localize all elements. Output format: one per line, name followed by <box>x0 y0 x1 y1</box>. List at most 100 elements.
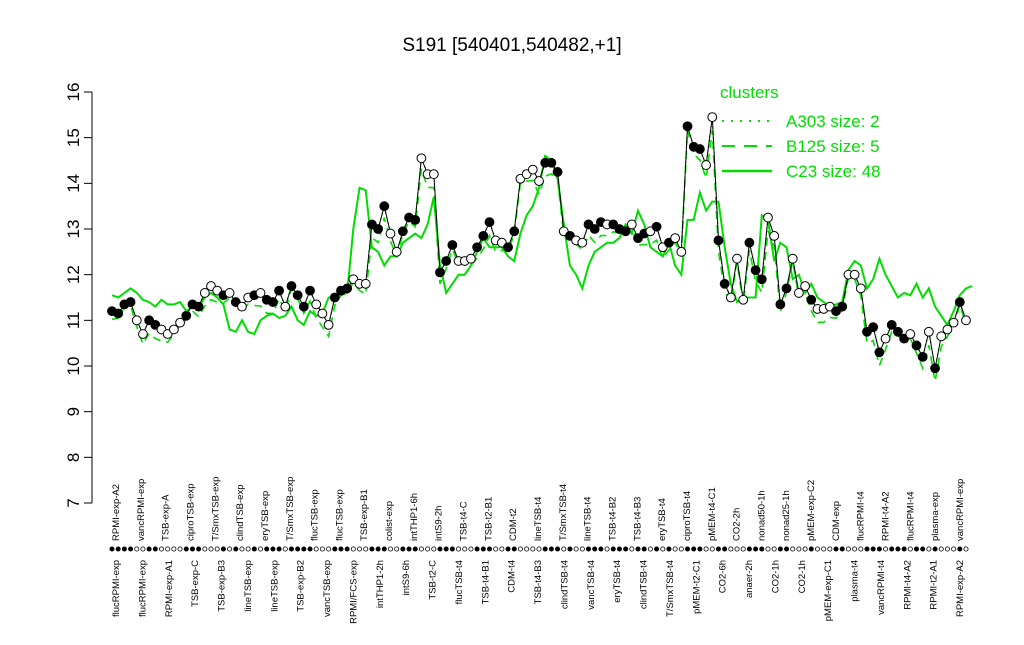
rug-marker <box>753 546 759 552</box>
x-tick-label-bottom: lineTSB-exp <box>269 560 280 612</box>
x-tick-label-top: T/SmxTSB-exp <box>285 477 296 541</box>
rug-marker <box>326 546 332 552</box>
rug-marker <box>641 546 647 552</box>
rug-marker <box>697 546 703 552</box>
rug-marker <box>666 546 672 552</box>
data-point <box>466 253 476 264</box>
rug-marker <box>177 546 183 552</box>
data-point <box>707 112 718 123</box>
data-point <box>651 221 662 232</box>
x-tick-label-bottom: pMEM-t2-C1 <box>691 560 702 614</box>
data-point <box>930 363 940 374</box>
rug-marker <box>691 546 697 552</box>
y-tick-label: 7 <box>64 498 83 507</box>
x-tick-label-bottom: lineTSB-exp <box>243 560 254 612</box>
data-point <box>478 230 489 241</box>
rug-marker <box>685 546 691 552</box>
x-tick-label-top: intS9-2h <box>434 506 445 541</box>
rug-marker <box>592 546 598 552</box>
data-point <box>546 157 557 168</box>
x-tick-label-top: vancRPMI-exp <box>955 479 966 541</box>
data-point <box>175 317 185 328</box>
rug-marker <box>839 546 845 552</box>
data-point <box>342 283 353 294</box>
data-point <box>917 351 928 362</box>
y-tick-label: 14 <box>64 174 83 193</box>
x-tick-label-top: flucTSB-exp <box>334 489 345 541</box>
rug-marker <box>319 546 325 552</box>
rug-marker <box>901 546 907 552</box>
rug-marker <box>883 546 889 552</box>
data-point <box>769 230 780 241</box>
data-point <box>682 121 693 132</box>
data-point <box>837 301 848 312</box>
data-point <box>428 169 439 180</box>
data-point <box>125 297 136 307</box>
x-tick-label-bottom: vancTSB-t4 <box>586 560 597 610</box>
rug-marker <box>152 546 158 552</box>
x-tick-label-top: vancRPMI-exp <box>136 479 147 541</box>
data-point <box>868 322 879 333</box>
data-point <box>719 278 730 289</box>
x-tick-label-bottom: RPMI-t4-A2 <box>902 560 913 610</box>
rug-marker <box>462 546 468 552</box>
data-point <box>589 224 600 234</box>
rug-marker <box>264 546 270 552</box>
rug-marker <box>338 546 344 552</box>
rug-marker <box>616 546 622 552</box>
rug-marker <box>115 546 121 552</box>
x-tick-label-bottom: RPMI-t2-A1 <box>929 560 940 610</box>
rug-marker <box>604 546 610 552</box>
x-tick-label-bottom: RPMI-exp-A2 <box>955 560 966 617</box>
data-point <box>385 228 396 239</box>
rug-marker <box>548 546 554 552</box>
rug-marker <box>561 546 567 552</box>
rug-marker <box>951 546 957 552</box>
data-point <box>948 317 959 328</box>
rug-marker <box>567 546 573 552</box>
x-tick-label-bottom: CO2-1h <box>770 560 781 593</box>
x-tick-labels-top: RPMI-exp-A2 vancRPMI-exp TSB-exp-A ciproTSB… <box>111 477 966 541</box>
data-point <box>292 290 303 301</box>
rug-marker <box>703 546 709 552</box>
rug-marker <box>598 546 604 552</box>
x-tick-label-bottom: flucTSB-t4 <box>454 560 465 604</box>
x-tick-label-top: CDM-t2 <box>508 508 519 541</box>
data-point <box>317 308 328 319</box>
rug-marker <box>350 546 356 552</box>
rug-marker <box>895 546 901 552</box>
x-tick-label-top: lineTSB-t4 <box>533 497 544 541</box>
rug-marker <box>579 546 585 552</box>
x-tick-label-top: ciproTSB-exp <box>186 483 197 541</box>
rug-marker <box>944 546 950 552</box>
rug-marker <box>418 546 424 552</box>
data-point <box>732 253 742 264</box>
data-point <box>509 226 520 237</box>
rug-marker <box>449 546 455 552</box>
data-point <box>168 324 179 335</box>
data-point <box>775 299 786 310</box>
x-tick-label-bottom: RPMI-exp-A1 <box>164 560 175 617</box>
data-point <box>886 320 897 330</box>
data-point <box>626 219 637 230</box>
rug-marker <box>542 546 548 552</box>
rug-marker <box>140 546 146 552</box>
data-point <box>323 320 334 330</box>
rug-marker <box>555 546 561 552</box>
rug-marker <box>722 546 728 552</box>
rug-marker <box>870 546 876 552</box>
rug-marker <box>258 546 264 552</box>
data-point <box>794 288 804 298</box>
x-tick-label-top: eryTSB-exp <box>260 491 271 541</box>
data-point <box>800 281 811 291</box>
rug-marker <box>357 546 363 552</box>
rug-marker <box>394 546 400 552</box>
data-point <box>527 164 538 175</box>
rug-marker <box>530 546 536 552</box>
x-tick-label-bottom: clindTSB-t4 <box>639 560 650 609</box>
x-tick-label-bottom: CO2-6h <box>718 560 729 593</box>
data-point <box>725 292 736 303</box>
x-tick-label-top: flucRPMI-t4 <box>905 491 916 541</box>
x-tick-label-top: TSB-t2-B1 <box>483 497 494 541</box>
